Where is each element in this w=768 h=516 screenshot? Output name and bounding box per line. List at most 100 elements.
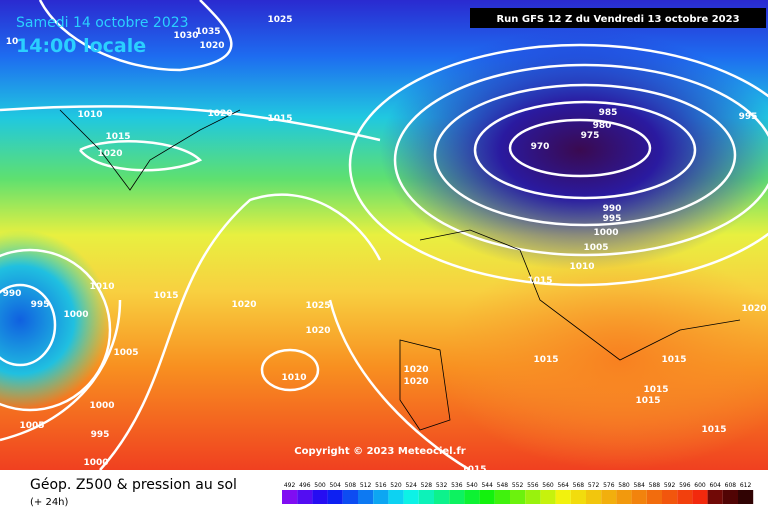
isobar-label: 1000	[83, 458, 108, 468]
scale-swatch	[327, 490, 343, 504]
isobar-label: 1000	[89, 401, 114, 411]
run-banner	[470, 8, 766, 28]
isobar-label: 1015	[701, 425, 726, 435]
scale-swatch	[464, 490, 480, 504]
scale-swatch	[555, 490, 571, 504]
isobar-label: 1020	[231, 300, 256, 310]
scale-swatch	[388, 490, 404, 504]
valid-date: Samedi 14 octobre 2023	[16, 15, 189, 31]
isobar-label: 975	[581, 131, 600, 141]
scale-label: 560	[542, 482, 554, 489]
isobar-label: 1020	[97, 149, 122, 159]
scale-label: 572	[588, 482, 600, 489]
valid-time: 14:00 locale	[16, 35, 146, 57]
scale-label: 608	[725, 482, 737, 489]
isobar-label: 1015	[461, 465, 486, 475]
isobar-label: 1010	[569, 262, 594, 272]
isobar-label: 970	[531, 142, 550, 152]
scale-swatch	[616, 490, 632, 504]
isobar-label: 1015	[267, 114, 292, 124]
isobar-label: 1005	[583, 243, 608, 253]
scale-swatch	[373, 490, 389, 504]
scale-label: 580	[618, 482, 630, 489]
scale-label: 552	[512, 482, 524, 489]
scale-swatch	[418, 490, 434, 504]
scale-label: 568	[573, 482, 585, 489]
scale-label: 524	[405, 482, 417, 489]
scale-swatch	[722, 490, 738, 504]
copyright: Copyright © 2023 Meteociel.fr	[294, 446, 465, 457]
scale-swatch	[510, 490, 526, 504]
scale-swatch	[479, 490, 495, 504]
scale-label: 556	[527, 482, 539, 489]
isobar-label: 1015	[533, 355, 558, 365]
scale-label: 516	[375, 482, 387, 489]
isobar-label: 995	[31, 300, 50, 310]
scale-label: 536	[451, 482, 463, 489]
scale-swatch	[540, 490, 556, 504]
isobar-label: 1005	[19, 421, 44, 431]
scale-swatch	[525, 490, 541, 504]
scale-label: 512	[360, 482, 372, 489]
scale-swatch	[586, 490, 602, 504]
isobar-label: 1015	[105, 132, 130, 142]
scale-swatch	[707, 490, 723, 504]
scale-label: 576	[603, 482, 615, 489]
scale-label: 504	[329, 482, 341, 489]
scale-swatch	[403, 490, 419, 504]
scale-label: 588	[649, 482, 661, 489]
scale-swatch	[312, 490, 328, 504]
isobar-label: 1000	[593, 228, 618, 238]
isobar-label: 1015	[527, 276, 552, 286]
isobar-label: 1010	[89, 282, 114, 292]
isobar-label: 995	[91, 430, 110, 440]
isobar-label: 1025	[305, 301, 330, 311]
scale-label: 564	[557, 482, 569, 489]
isobar-label: 10	[6, 37, 19, 47]
run-info: Run GFS 12 Z du Vendredi 13 octobre 2023	[496, 14, 739, 25]
scale-label: 532	[436, 482, 448, 489]
isobar-label: 1015	[153, 291, 178, 301]
scale-label: 604	[709, 482, 721, 489]
footer-title: Géop. Z500 & pression au sol	[30, 477, 237, 493]
isobar-label: 1030	[173, 31, 198, 41]
isobar-label: 1035	[195, 27, 220, 37]
isobar-label: 1020	[207, 109, 232, 119]
scale-swatch	[570, 490, 586, 504]
isobars	[0, 0, 768, 470]
coastlines	[59, 109, 741, 431]
isobar-label: 1010	[281, 373, 306, 383]
isobar-label: 1005	[113, 348, 138, 358]
isobar-label: 1020	[199, 41, 224, 51]
scale-swatch	[692, 490, 708, 504]
scale-swatch	[738, 490, 754, 504]
scale-label: 584	[633, 482, 645, 489]
ridge	[440, 250, 768, 470]
scale-swatch	[297, 490, 313, 504]
scale-swatch	[342, 490, 358, 504]
scale-label: 548	[497, 482, 509, 489]
scale-label: 592	[664, 482, 676, 489]
scale-label: 544	[481, 482, 493, 489]
isobar-label: 990	[3, 289, 22, 299]
scale-swatch	[449, 490, 465, 504]
isobar-label: 1020	[403, 377, 428, 387]
scale-label: 600	[694, 482, 706, 489]
scale-label: 520	[390, 482, 402, 489]
isobar-label: 1025	[267, 15, 292, 25]
isobar-label: 1020	[403, 365, 428, 375]
isobar-label: 985	[599, 108, 618, 118]
isobar-label: 995	[739, 112, 758, 122]
isobar-label: 1015	[643, 385, 668, 395]
isobar-label: 1015	[661, 355, 686, 365]
scale-swatch	[282, 490, 298, 504]
scale-label: 540	[466, 482, 478, 489]
isobar-label: 1015	[635, 396, 660, 406]
isobar-label: 980	[593, 121, 612, 131]
isobar-label: 1020	[741, 304, 766, 314]
isobar-label: 990	[603, 204, 622, 214]
scale-swatch	[677, 490, 693, 504]
scale-swatch	[434, 490, 450, 504]
scale-swatch	[646, 490, 662, 504]
